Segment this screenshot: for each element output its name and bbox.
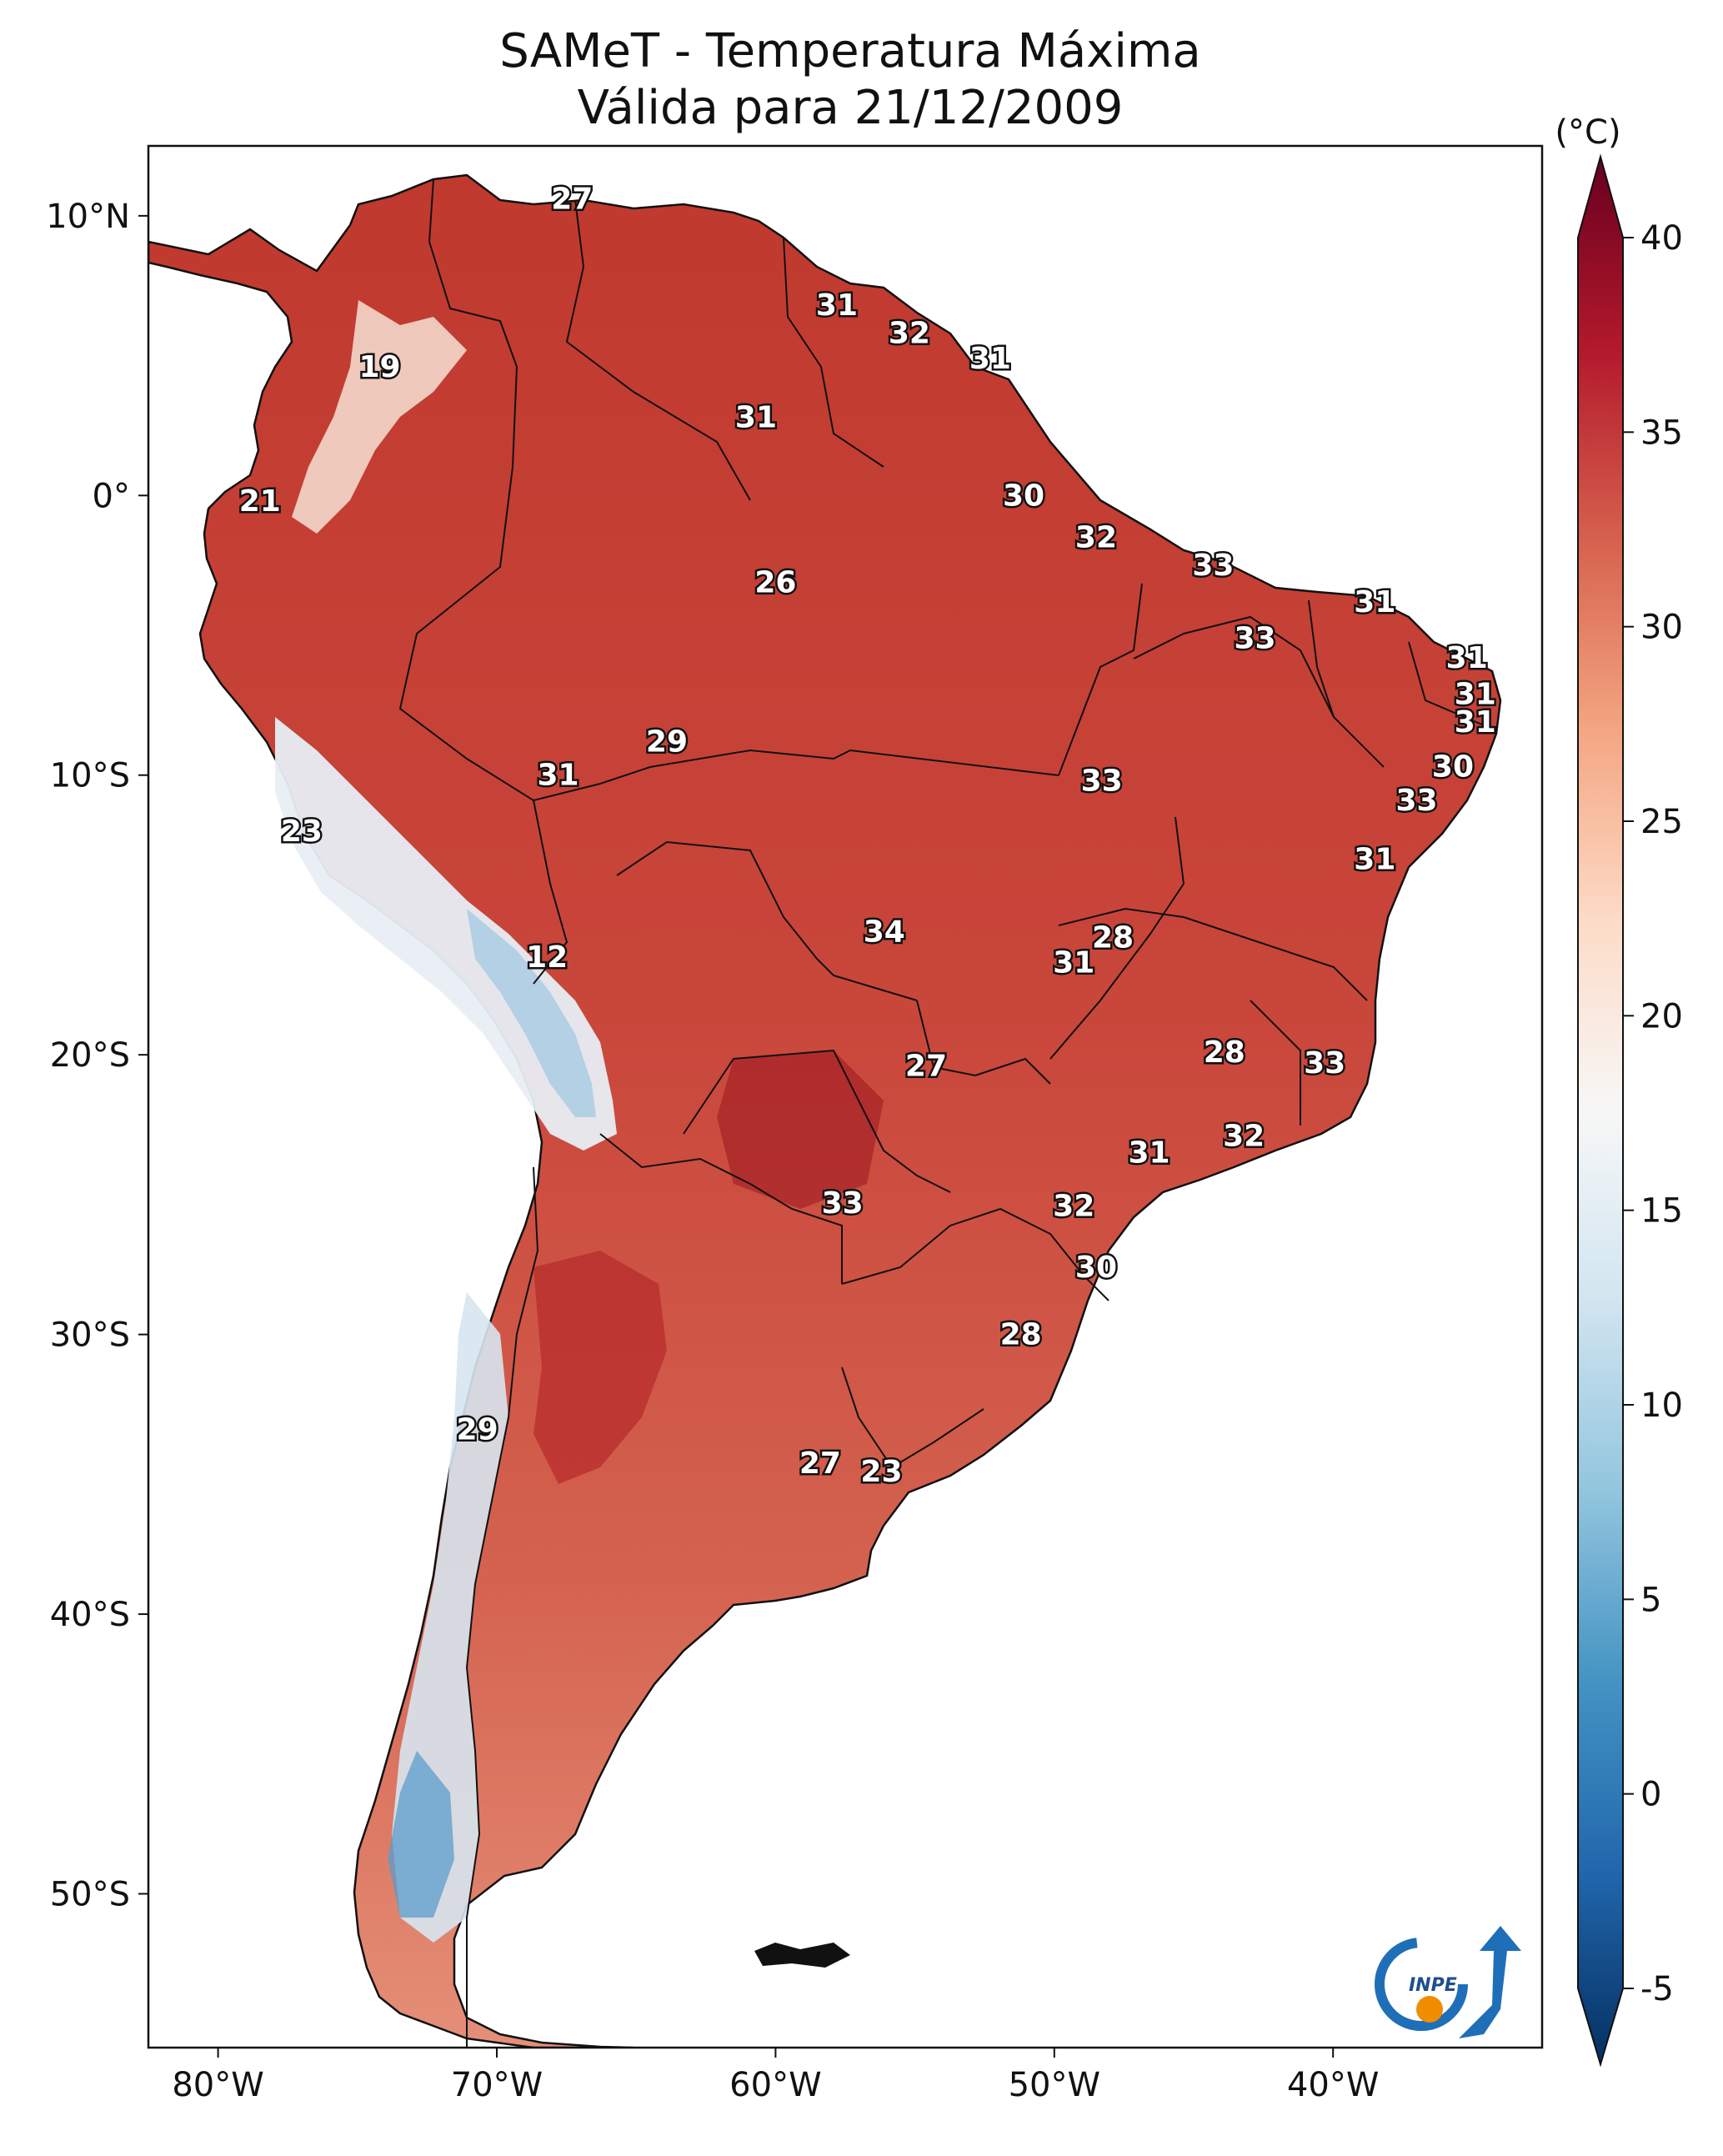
station-value: 31 xyxy=(1053,945,1094,980)
title-line-1: SAMeT - Temperatura Máxima xyxy=(499,24,1201,78)
map-plot-area xyxy=(148,146,1542,2048)
station-value: 31 xyxy=(816,288,858,323)
station-value: 32 xyxy=(1053,1189,1094,1223)
station-value: 32 xyxy=(889,317,930,351)
falkland-islands xyxy=(754,1943,850,1968)
map-title: SAMeT - Temperatura Máxima Válida para 2… xyxy=(150,23,1550,137)
station-value: 29 xyxy=(646,725,688,759)
lon-tick-label: 40°W xyxy=(1287,2066,1379,2104)
lon-tick-label: 80°W xyxy=(172,2066,263,2104)
lat-tick-label: 30°S xyxy=(50,1316,130,1355)
station-value: 31 xyxy=(735,400,777,434)
station-value: 31 xyxy=(1128,1136,1170,1171)
station-value: 31 xyxy=(969,342,1011,376)
station-value: 32 xyxy=(1223,1119,1265,1153)
station-value: 33 xyxy=(1081,764,1123,798)
station-value: 23 xyxy=(281,815,323,849)
colorbar-tick-label: 10 xyxy=(1640,1386,1683,1425)
andes-blue-zone xyxy=(467,909,596,1117)
inpe-logo-arrow-icon xyxy=(1459,1926,1521,2038)
station-value: 31 xyxy=(1354,842,1395,876)
station-value: 33 xyxy=(1304,1046,1345,1081)
station-value: 31 xyxy=(1455,705,1496,740)
station-value: 30 xyxy=(1432,750,1474,785)
station-value: 30 xyxy=(1075,1251,1117,1285)
station-value: 32 xyxy=(1075,521,1117,555)
colorbar-tick-label: 40 xyxy=(1640,219,1683,258)
colorbar-tick-label: 5 xyxy=(1640,1581,1661,1619)
argentina-hot-zone xyxy=(533,1251,667,1484)
colorbar-tick-label: 0 xyxy=(1640,1776,1661,1814)
lat-tick-label: 10°N xyxy=(46,198,130,236)
station-value: 27 xyxy=(905,1050,947,1084)
colorbar-ticks: 40 35 30 25 20 15 10 5 0 -5 xyxy=(1623,219,1683,2008)
station-value: 34 xyxy=(864,915,905,950)
station-value: 30 xyxy=(1003,479,1044,513)
station-value: 19 xyxy=(358,350,400,384)
station-value: 33 xyxy=(1395,784,1437,818)
colorbar-tick-label: -5 xyxy=(1640,1970,1674,2008)
station-value: 26 xyxy=(754,565,796,599)
political-borders xyxy=(398,178,1485,2048)
station-value: 33 xyxy=(1192,549,1234,583)
latitude-axis: 10°N 0° 10°S 20°S 30°S 40°S 50°S xyxy=(46,198,148,1914)
station-value: 23 xyxy=(860,1455,902,1489)
inpe-logo: INPE xyxy=(1375,1926,1521,2038)
lon-tick-label: 60°W xyxy=(729,2066,821,2104)
plot-frame xyxy=(147,144,1544,2049)
station-value: 12 xyxy=(526,940,568,975)
station-value: 31 xyxy=(1354,585,1395,619)
colorbar-bar xyxy=(1577,153,1624,2068)
colorbar-tick-label: 35 xyxy=(1640,414,1683,452)
station-value: 28 xyxy=(1092,920,1134,955)
lon-tick-label: 70°W xyxy=(451,2066,543,2104)
lat-tick-label: 0° xyxy=(93,477,130,515)
lat-tick-label: 20°S xyxy=(50,1036,130,1075)
colorbar-tick-label: 20 xyxy=(1640,997,1683,1035)
station-value: 28 xyxy=(1000,1318,1042,1352)
station-value: 31 xyxy=(1446,641,1488,675)
inpe-logo-ring xyxy=(1375,1938,1468,2031)
colorbar: (°C) 40 35 30 25 20 15 10 5 0 -5 xyxy=(1555,113,1683,2068)
lon-tick-label: 50°W xyxy=(1009,2066,1100,2104)
station-value: 28 xyxy=(1204,1035,1245,1070)
station-value: 27 xyxy=(799,1447,841,1481)
colombia-andes-zone xyxy=(292,300,467,534)
station-value: 31 xyxy=(538,759,579,793)
lat-tick-label: 10°S xyxy=(50,757,130,795)
colorbar-tick-label: 15 xyxy=(1640,1192,1683,1231)
patagonia-blue-zone xyxy=(388,1751,454,1918)
inpe-logo-text: INPE xyxy=(1409,1975,1457,1996)
station-value: 27 xyxy=(551,183,593,217)
station-value: 31 xyxy=(1455,677,1496,711)
lat-tick-label: 40°S xyxy=(50,1596,130,1634)
station-value: 21 xyxy=(239,484,281,519)
inpe-logo-dot xyxy=(1416,1996,1443,2023)
longitude-axis: 80°W 70°W 60°W 50°W 40°W xyxy=(172,2048,1379,2104)
station-value: 29 xyxy=(457,1413,498,1447)
station-value: 33 xyxy=(1235,621,1276,655)
chaco-hot-zone xyxy=(717,1050,884,1209)
colorbar-unit: (°C) xyxy=(1555,113,1620,152)
lat-tick-label: 50°S xyxy=(50,1876,130,1914)
colorbar-tick-label: 30 xyxy=(1640,609,1683,647)
colorbar-tick-label: 25 xyxy=(1640,803,1683,841)
title-line-2: Válida para 21/12/2009 xyxy=(577,81,1124,135)
station-value: 33 xyxy=(822,1186,864,1221)
